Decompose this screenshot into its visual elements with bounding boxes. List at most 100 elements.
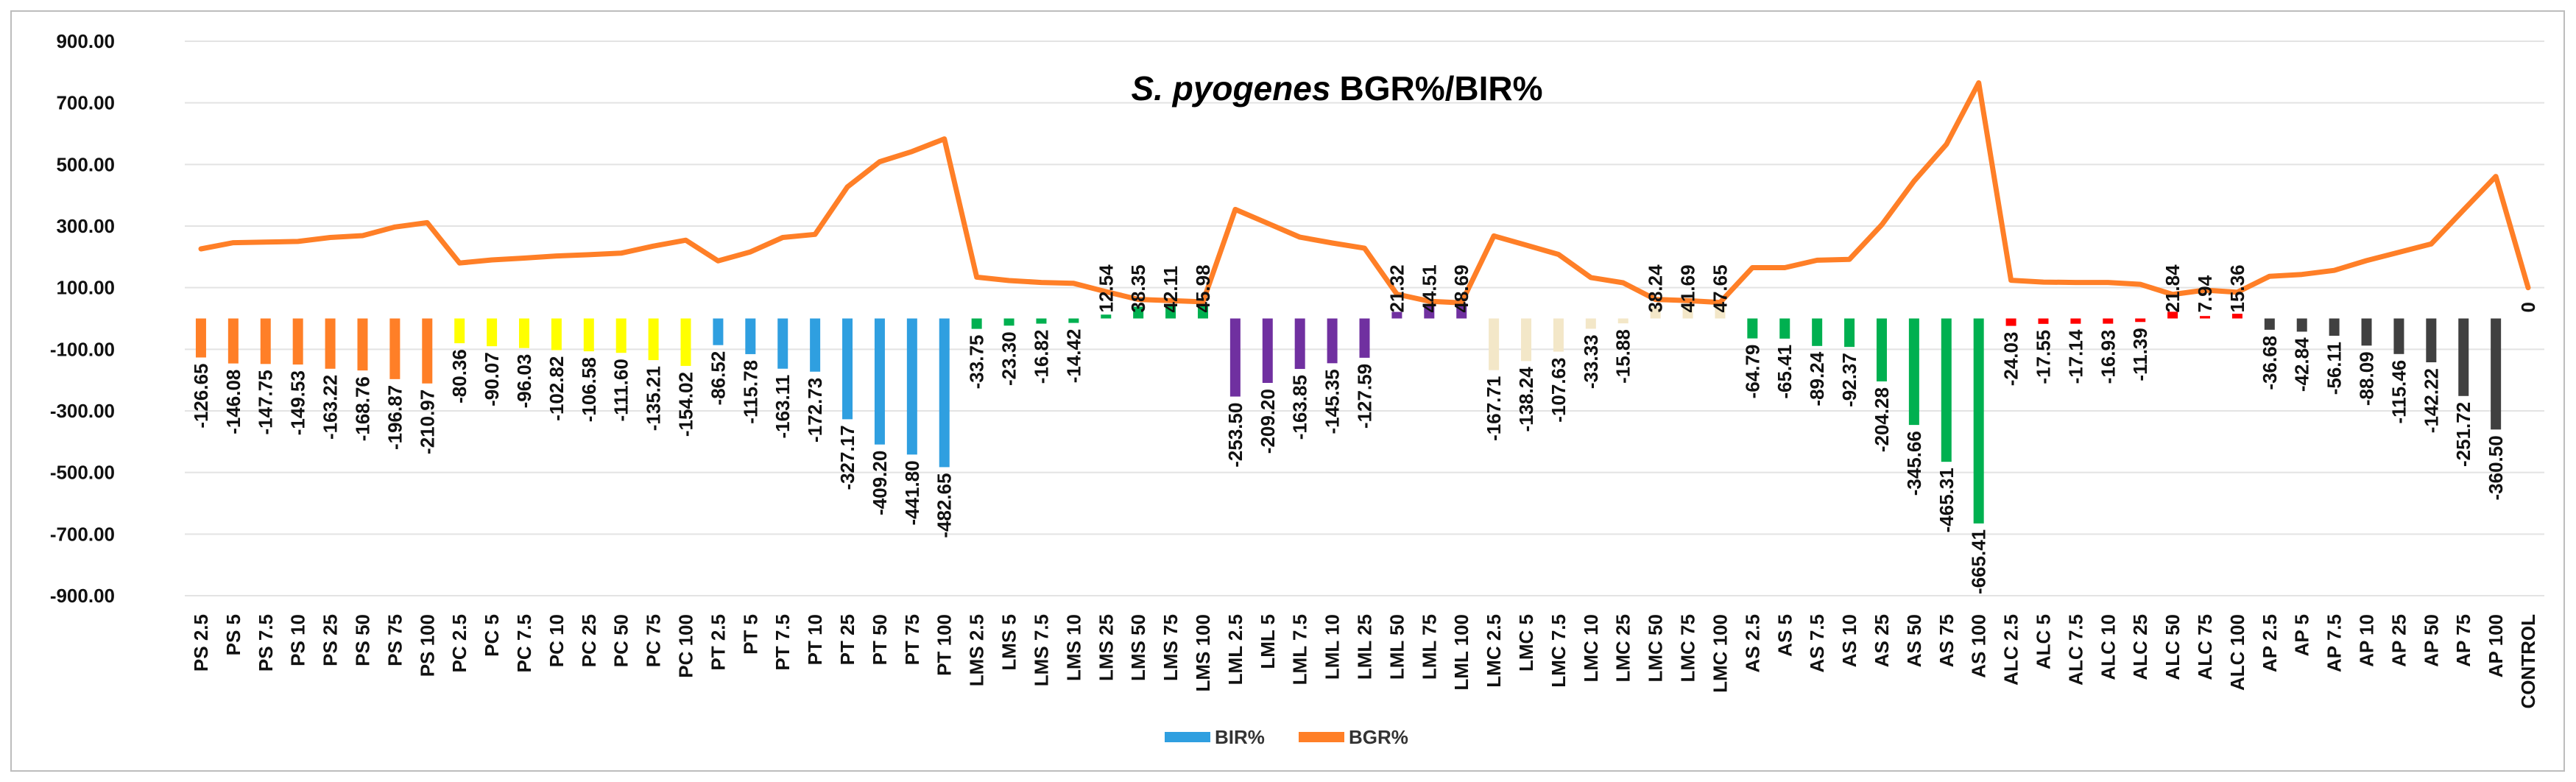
x-category-label: CONTROL	[2517, 614, 2539, 709]
bir-bar	[1650, 306, 1661, 319]
bir-bar	[583, 318, 594, 352]
bir-bar	[2231, 314, 2242, 319]
x-category-label: LML 50	[1386, 614, 1408, 680]
x-category-label: LML 100	[1450, 614, 1472, 691]
bar-value-label: -126.65	[190, 363, 212, 428]
bir-bar	[422, 318, 433, 384]
bir-bar	[648, 318, 659, 361]
bir-bar	[2103, 318, 2114, 324]
bar-value-label: -86.52	[707, 351, 729, 406]
x-category-label: LMS 7.5	[1030, 614, 1052, 686]
x-category-label: PC 100	[675, 614, 697, 678]
bir-bar	[1133, 306, 1144, 319]
x-category-label: PC 5	[481, 614, 503, 657]
bir-bar	[1682, 306, 1693, 319]
bir-bar	[325, 318, 336, 369]
bir-bar	[1391, 311, 1402, 319]
x-category-label: AP 75	[2452, 614, 2474, 667]
y-tick-label: -900.00	[50, 585, 115, 607]
x-category-label: AS 50	[1903, 614, 1925, 667]
bir-bar	[1973, 318, 1984, 524]
x-category-label: LMC 75	[1677, 614, 1699, 682]
bir-bar	[1489, 318, 1500, 370]
bar-value-label: -16.93	[2097, 330, 2119, 384]
bir-bar	[1521, 318, 1532, 362]
bar-value-label: -106.58	[578, 357, 600, 422]
bar-value-label: 38.35	[1127, 264, 1149, 312]
bar-value-label: 45.98	[1192, 264, 1214, 312]
bar-value-label: 21.84	[2162, 264, 2184, 313]
bir-bar	[1197, 304, 1208, 319]
bgr-bir-chart: -900.00 -700.00 -500.00 -300.00 -100.00 100.0…	[50, 30, 2544, 748]
legend-bgr-swatch	[1299, 732, 1344, 742]
x-category-label: LMC 10	[1580, 614, 1602, 682]
bir-bar	[1294, 318, 1305, 370]
bar-value-label: -154.02	[675, 372, 697, 437]
x-category-label: AS 2.5	[1741, 614, 1763, 673]
bar-value-label: -65.41	[1774, 345, 1796, 399]
x-category-label: LMS 5	[998, 614, 1020, 671]
x-category-label: PS 25	[320, 614, 342, 666]
x-category-label: ALC 7.5	[2064, 614, 2086, 686]
bar-value-label: -127.59	[1354, 364, 1376, 429]
x-category-label: ALC 100	[2226, 614, 2248, 691]
y-tick-label: -100.00	[50, 338, 115, 360]
bar-value-label: -210.97	[416, 390, 438, 454]
bar-value-label: -15.88	[1612, 329, 1634, 384]
bir-bar	[389, 318, 400, 379]
x-category-label: ALC 10	[2097, 614, 2119, 680]
bar-value-label: -90.07	[481, 352, 503, 406]
x-category-label: ALC 2.5	[2000, 614, 2022, 686]
bar-value-label: -115.46	[2388, 360, 2410, 424]
x-category-label: PC 10	[546, 614, 568, 667]
x-category-label: PT 75	[901, 614, 923, 665]
bir-bar	[2393, 318, 2404, 354]
bar-value-label: -14.42	[1062, 329, 1084, 384]
y-tick-label: 100.00	[56, 277, 115, 299]
bir-bar	[292, 318, 303, 365]
x-category-label: LMC 7.5	[1548, 614, 1570, 688]
x-category-label: LMS 50	[1127, 614, 1149, 681]
bir-bar	[939, 318, 950, 468]
y-tick-label: -300.00	[50, 400, 115, 422]
bir-bar	[454, 318, 465, 344]
bar-value-label: -138.24	[1515, 367, 1537, 432]
bar-value-label: -56.11	[2323, 342, 2346, 395]
bar-value-label: -204.28	[1871, 387, 1893, 452]
x-category-label: LML 75	[1418, 614, 1440, 680]
bar-value-label: -145.35	[1321, 369, 1344, 434]
bir-bar	[971, 318, 982, 329]
x-category-label: AP 2.5	[2259, 614, 2281, 672]
bir-bar	[713, 318, 724, 345]
bir-bar	[1941, 318, 1952, 462]
x-category-label: PT 100	[934, 614, 956, 676]
x-category-label: PS 10	[287, 614, 309, 666]
legend-bgr-label: BGR%	[1349, 726, 1408, 748]
bir-bar	[1003, 318, 1014, 326]
bir-bar	[810, 318, 821, 372]
bir-bar	[1876, 318, 1887, 381]
chart-frame: -900.00 -700.00 -500.00 -300.00 -100.00 100.0…	[10, 10, 2565, 772]
x-category-label: LML 2.5	[1224, 614, 1246, 685]
bar-value-label: -147.75	[255, 370, 277, 434]
bar-value-label: -111.60	[610, 359, 632, 421]
bar-value-label: -88.09	[2356, 351, 2378, 406]
y-tick-label: 500.00	[56, 153, 115, 175]
bir-bar	[518, 318, 529, 348]
bar-value-label: -163.85	[1289, 375, 1311, 440]
x-category-label: AS 10	[1838, 614, 1860, 667]
x-category-label: ALC 75	[2194, 614, 2216, 680]
bar-value-label: -11.39	[2129, 328, 2151, 381]
y-tick-label: -500.00	[50, 462, 115, 484]
bir-bar	[260, 318, 271, 364]
bir-bar	[2296, 318, 2307, 332]
bir-bar	[2200, 316, 2211, 319]
x-category-label: LML 25	[1354, 614, 1376, 680]
bir-bar	[2361, 318, 2372, 346]
x-category-label: PS 5	[222, 614, 244, 655]
y-tick-label: 900.00	[56, 30, 115, 52]
x-axis-categories: PS 2.5 PS 5 PS 7.5 PS 10 PS 25 PS 50 PS 75 PS 1…	[190, 614, 2539, 709]
bar-value-label: -36.68	[2259, 336, 2281, 390]
bir-bar	[1585, 318, 1596, 329]
x-category-label: LMS 2.5	[966, 614, 988, 686]
